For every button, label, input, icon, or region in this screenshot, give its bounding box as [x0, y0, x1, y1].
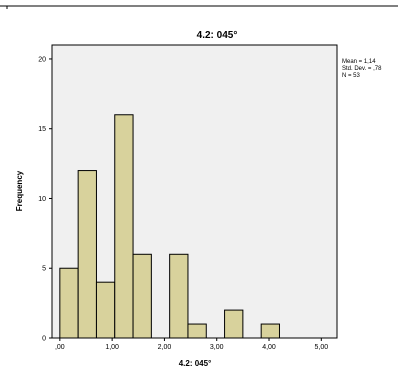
y-tick-label: 20 — [38, 56, 46, 63]
y-tick-label: 0 — [42, 336, 46, 343]
x-tick-label: 5,00 — [314, 344, 328, 351]
x-tick-label: ,00 — [55, 344, 65, 351]
x-tick-label: 1,00 — [105, 344, 119, 351]
histogram-bar — [187, 323, 207, 339]
stat-line: Mean = 1,14 — [342, 59, 376, 65]
y-tick-label: 5 — [42, 266, 46, 273]
plot-area — [51, 44, 338, 339]
x-ticks-group: ,00 1,00 2,00 3,00 4,00 5,00 — [55, 338, 328, 351]
bars-group — [59, 114, 280, 339]
histogram-bar — [77, 170, 97, 339]
x-tick-label: 4,00 — [262, 344, 276, 351]
histogram-bar — [224, 309, 244, 339]
histogram-bar — [95, 281, 116, 339]
stat-line: N = 53 — [342, 73, 361, 79]
x-tick-label: 2,00 — [158, 344, 172, 351]
histogram-bar — [169, 253, 189, 339]
chart-title: 4.2: 045° — [197, 30, 238, 41]
y-axis-label: Frequency — [15, 170, 24, 211]
y-tick-label: 10 — [38, 196, 46, 203]
stat-line: Std. Dev. = ,78 — [342, 66, 382, 72]
histogram-bar — [59, 267, 79, 339]
histogram-bar — [114, 114, 134, 339]
histogram-bar — [132, 253, 152, 339]
histogram-bar — [260, 323, 280, 339]
x-tick-label: 3,00 — [210, 344, 224, 351]
x-axis-label: 4.2: 045° — [179, 359, 212, 368]
y-tick-label: 15 — [38, 126, 46, 133]
y-ticks-group: 0 5 10 15 20 — [38, 56, 52, 343]
